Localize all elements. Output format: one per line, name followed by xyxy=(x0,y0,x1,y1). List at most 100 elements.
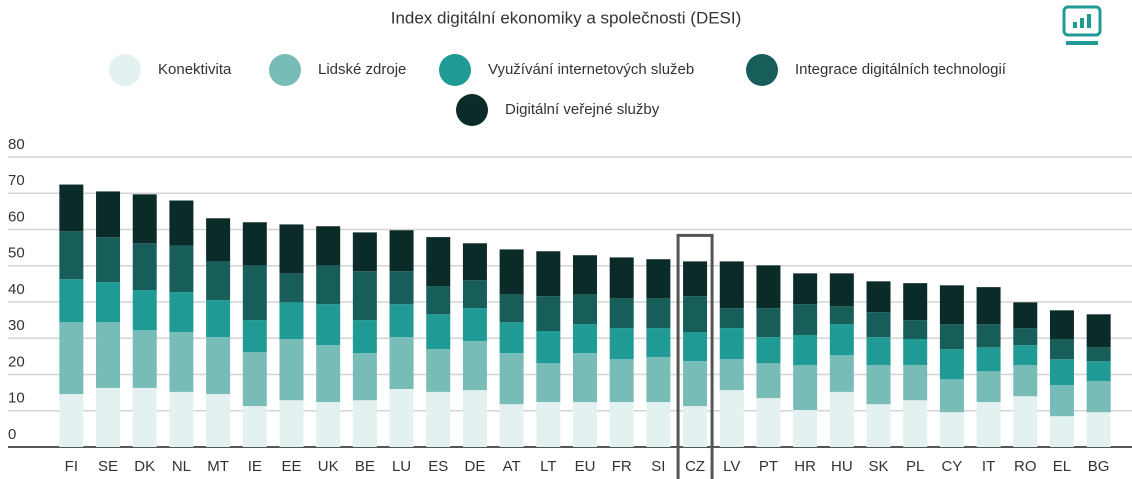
bar-segment xyxy=(96,237,121,283)
bar-segment xyxy=(499,294,524,323)
bar-segment xyxy=(866,312,891,338)
bar-segment xyxy=(169,332,194,392)
bar-segment xyxy=(242,320,267,353)
bar-segment xyxy=(976,287,1001,325)
bar-segment xyxy=(866,404,891,447)
bar-segment xyxy=(793,365,818,411)
bar-segment xyxy=(96,387,121,447)
bar-segment xyxy=(132,243,157,291)
bar-segment xyxy=(242,265,267,321)
bar-segment xyxy=(683,361,708,407)
x-tick-label: AT xyxy=(503,458,521,475)
bar-segment xyxy=(939,349,964,380)
bar-segment xyxy=(1013,345,1038,366)
x-tick-label: UK xyxy=(318,458,339,475)
x-tick-label: DK xyxy=(134,458,155,475)
y-tick-label: 80 xyxy=(8,136,25,153)
bar-segment xyxy=(609,402,634,447)
bar-segment xyxy=(59,279,84,323)
bar-segment xyxy=(536,363,561,403)
x-tick-label: EL xyxy=(1053,458,1071,475)
legend-swatch xyxy=(456,94,488,126)
bar-segment xyxy=(1086,381,1111,413)
bar-segment xyxy=(389,230,414,272)
bar-segment xyxy=(279,273,304,303)
bar-segment xyxy=(829,391,854,447)
y-tick-label: 30 xyxy=(8,317,25,334)
bar-segment xyxy=(242,352,267,407)
bar-segment xyxy=(903,338,928,366)
bar-segment xyxy=(646,328,671,358)
bar-segment xyxy=(1049,359,1074,386)
bar-segment xyxy=(1013,328,1038,346)
bar-segment xyxy=(646,298,671,329)
bar-segment xyxy=(646,259,671,299)
bar-segment xyxy=(59,322,84,395)
bar-segment xyxy=(756,308,781,338)
x-tick-label: CZ xyxy=(685,458,705,475)
bar-segment xyxy=(132,290,157,331)
bar-segment xyxy=(96,322,121,388)
bar-segment xyxy=(389,337,414,389)
bar-segment xyxy=(1086,314,1111,348)
x-tick-label: MT xyxy=(207,458,229,475)
bar-segment xyxy=(573,255,597,295)
bar-segment xyxy=(719,390,744,447)
bar-segment xyxy=(462,308,487,342)
x-tick-label: ES xyxy=(428,458,448,475)
bar-segment xyxy=(793,410,818,447)
bar-segment xyxy=(1049,338,1074,360)
bar-segment xyxy=(976,347,1001,372)
bar-segment xyxy=(1049,310,1074,339)
x-tick-label: SK xyxy=(869,458,889,475)
x-tick-label: RO xyxy=(1014,458,1037,475)
bar-segment xyxy=(499,404,524,447)
bar-segment xyxy=(316,304,341,346)
legend-label: Digitální veřejné služby xyxy=(505,101,660,118)
legend-swatch xyxy=(109,54,141,86)
bar-segment xyxy=(132,194,157,244)
bar-segment xyxy=(939,324,964,350)
x-tick-label: NL xyxy=(172,458,191,475)
bar-segment xyxy=(352,232,377,272)
bar-segment xyxy=(499,322,524,354)
bar-segment xyxy=(1086,361,1111,382)
bar-segment xyxy=(903,365,928,401)
bar-segment xyxy=(279,338,304,401)
bar-segment xyxy=(279,224,304,274)
bar-segment xyxy=(866,365,891,405)
bar-segment xyxy=(462,280,487,309)
bar-segment xyxy=(206,394,231,447)
x-tick-label: LT xyxy=(540,458,556,475)
x-tick-label: PL xyxy=(906,458,924,475)
bar-segment xyxy=(169,292,194,333)
bar-segment xyxy=(462,390,487,447)
bar-segment xyxy=(462,341,487,391)
bar-segment xyxy=(683,296,708,333)
bar-segment xyxy=(426,349,451,392)
bar-segment xyxy=(462,243,487,281)
bar-segment xyxy=(756,265,781,309)
bar-segment xyxy=(683,406,708,447)
bar-segment xyxy=(939,412,964,447)
bar-segment xyxy=(1086,347,1111,362)
bar-segment xyxy=(426,314,451,350)
legend-label: Využívání internetových služeb xyxy=(488,61,694,78)
bar-segment xyxy=(976,371,1001,403)
bar-segment xyxy=(573,402,597,447)
bar-segment xyxy=(316,226,341,266)
legend-label: Konektivita xyxy=(158,61,232,78)
bar-segment xyxy=(829,355,854,392)
bar-segment xyxy=(279,302,304,339)
bar-segment xyxy=(646,357,671,403)
x-tick-label: SE xyxy=(98,458,118,475)
x-tick-label: HU xyxy=(831,458,853,475)
bar-segment xyxy=(352,400,377,447)
bar-segment xyxy=(719,261,744,309)
bar-segment xyxy=(59,184,84,232)
bar-segment xyxy=(242,222,267,266)
bar-segment xyxy=(683,261,708,297)
bar-segment xyxy=(352,320,377,354)
bar-segment xyxy=(756,337,781,364)
